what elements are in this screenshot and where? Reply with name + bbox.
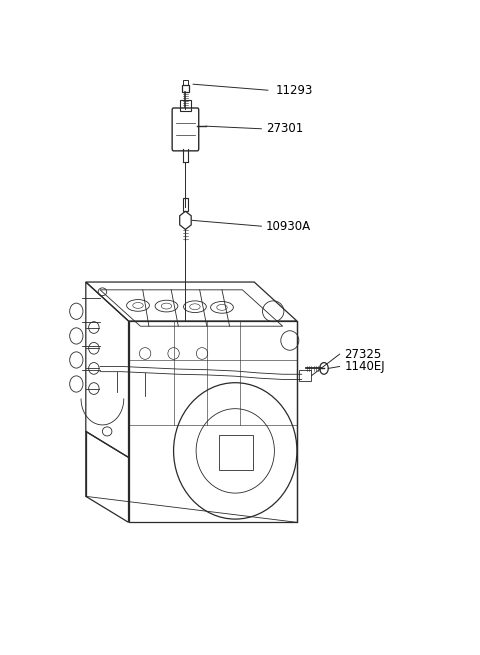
Text: 10930A: 10930A bbox=[266, 219, 311, 233]
Bar bbox=[219, 435, 253, 470]
Text: 1140EJ: 1140EJ bbox=[344, 360, 385, 373]
Bar bbox=[180, 100, 191, 111]
Text: 11293: 11293 bbox=[276, 84, 313, 97]
Bar bbox=[181, 84, 189, 92]
Bar bbox=[182, 198, 188, 212]
Text: 27301: 27301 bbox=[266, 122, 303, 136]
Bar bbox=[183, 80, 188, 84]
Text: 27325: 27325 bbox=[344, 348, 382, 361]
